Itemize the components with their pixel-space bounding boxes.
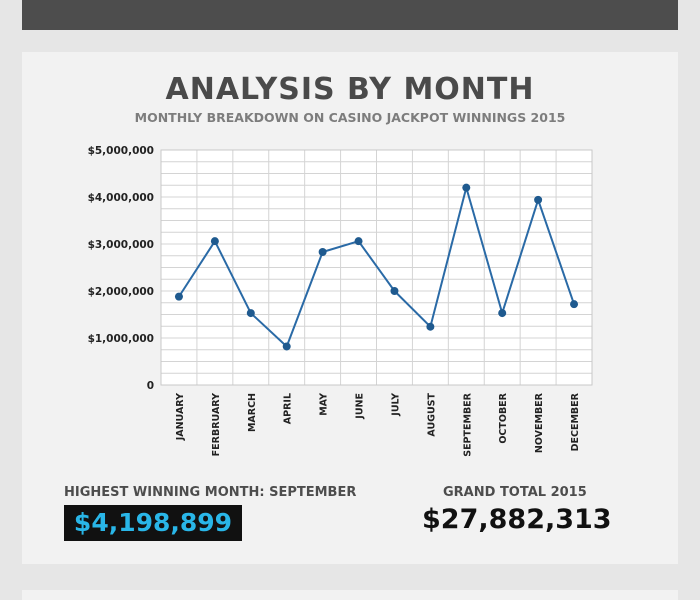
data-point bbox=[570, 300, 579, 309]
data-point bbox=[426, 322, 435, 331]
data-point bbox=[498, 309, 507, 318]
x-tick-label: SEPTEMBER bbox=[462, 392, 473, 456]
highest-month-box: $4,198,899 bbox=[64, 505, 242, 541]
data-point bbox=[462, 183, 471, 192]
y-tick-label: $5,000,000 bbox=[88, 145, 154, 157]
x-tick-label: MAY bbox=[319, 393, 330, 416]
y-tick-label: $4,000,000 bbox=[88, 192, 154, 204]
y-tick-label: $1,000,000 bbox=[88, 333, 154, 345]
grand-total-label: GRAND TOTAL 2015 bbox=[443, 485, 587, 500]
data-point bbox=[390, 287, 399, 295]
y-tick-label: 0 bbox=[147, 380, 154, 392]
data-point bbox=[354, 237, 363, 246]
y-tick-label: $3,000,000 bbox=[88, 239, 154, 251]
grand-total-value: $27,882,313 bbox=[422, 504, 612, 535]
data-point bbox=[246, 309, 255, 318]
highest-month-label: HIGHEST WINNING MONTH: SEPTEMBER bbox=[64, 485, 357, 500]
x-tick-label: AUGUST bbox=[426, 392, 437, 436]
highest-month-value: $4,198,899 bbox=[73, 508, 233, 537]
y-tick-label: $2,000,000 bbox=[88, 286, 154, 298]
data-point bbox=[318, 247, 327, 256]
x-tick-label: NOVEMBER bbox=[534, 392, 545, 453]
page-title: ANALYSIS BY MONTH bbox=[165, 72, 535, 107]
x-tick-label: JULY bbox=[390, 393, 401, 417]
page-subtitle: MONTHLY BREAKDOWN ON CASINO JACKPOT WINN… bbox=[134, 110, 566, 125]
x-tick-label: DECEMBER bbox=[570, 392, 581, 451]
x-tick-label: JANUARY bbox=[175, 393, 186, 441]
x-tick-label: APRIL bbox=[283, 393, 294, 424]
data-point bbox=[174, 292, 183, 301]
line-chart: 0 $1,000,000 $2,000,000 $3,000,000 $4,000,00… bbox=[88, 145, 593, 457]
data-point bbox=[210, 237, 219, 246]
top-banner bbox=[22, 0, 678, 30]
plot-border bbox=[160, 149, 593, 386]
x-tick-label: JUNE bbox=[355, 393, 366, 420]
x-tick-label: MARCH bbox=[247, 393, 258, 432]
data-point bbox=[282, 342, 291, 351]
x-tick-label: FERBRUARY bbox=[211, 393, 222, 456]
x-tick-label: OCTOBER bbox=[498, 392, 509, 443]
series-line bbox=[178, 186, 575, 348]
next-panel bbox=[22, 590, 678, 600]
data-point bbox=[534, 195, 543, 204]
analysis-panel: ANALYSIS BY MONTH MONTHLY BREAKDOWN ON C… bbox=[22, 52, 678, 564]
